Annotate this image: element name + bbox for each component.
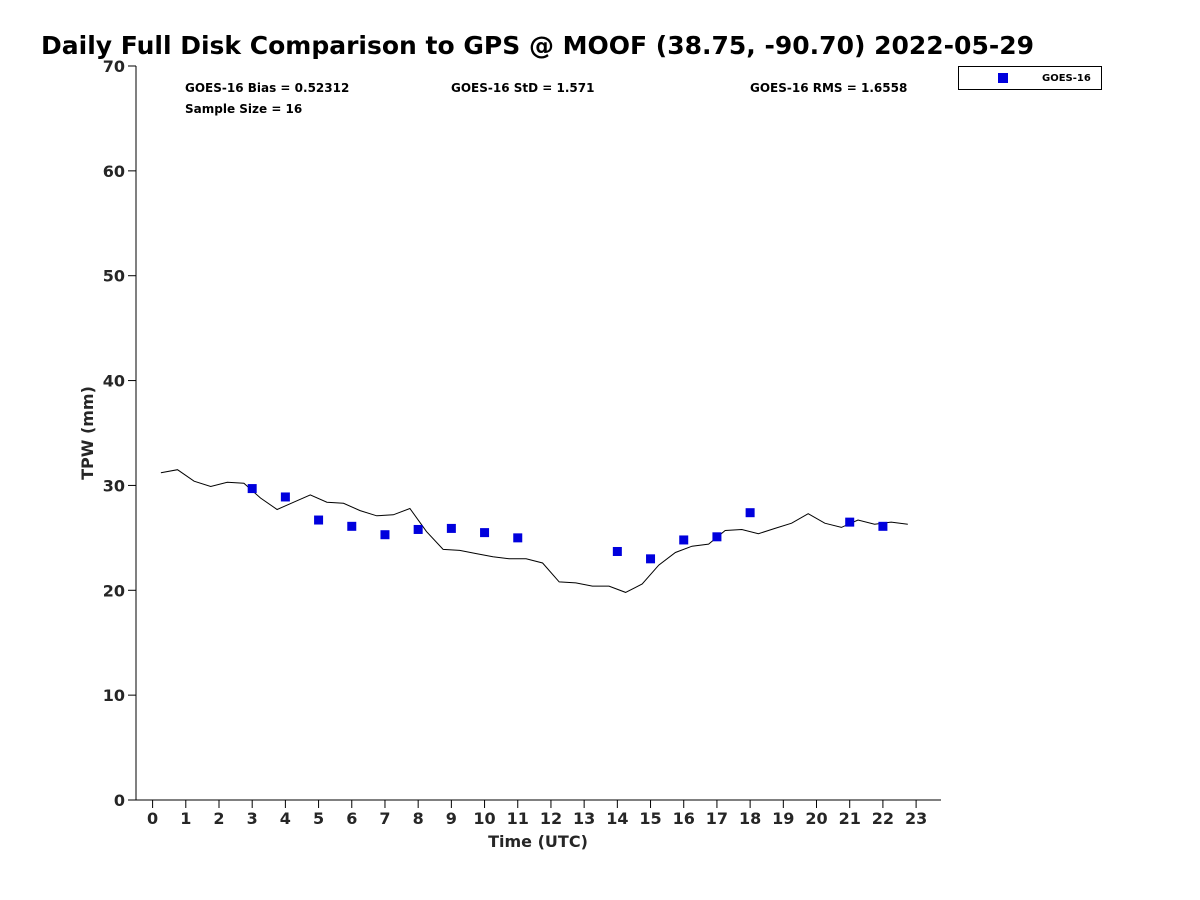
x-tick-label: 23 <box>905 809 927 828</box>
goes16-point <box>513 533 523 543</box>
y-tick-label: 10 <box>103 686 125 705</box>
legend: GOES-16 <box>958 66 1102 90</box>
goes16-point <box>314 515 324 525</box>
y-tick-label: 70 <box>103 57 125 76</box>
x-tick-label: 22 <box>872 809 894 828</box>
chart-title: Daily Full Disk Comparison to GPS @ MOOF… <box>41 31 1035 60</box>
plot-lines <box>135 66 941 801</box>
goes16-point <box>679 535 689 545</box>
goes16-point <box>745 508 755 518</box>
x-tick-label: 17 <box>706 809 728 828</box>
goes16-point <box>646 554 656 564</box>
goes16-point <box>446 523 456 533</box>
x-tick-label: 4 <box>280 809 291 828</box>
y-tick-label: 0 <box>114 791 125 810</box>
goes16-point <box>380 530 390 540</box>
y-tick-label: 40 <box>103 372 125 391</box>
x-tick-label: 14 <box>606 809 628 828</box>
legend-box <box>958 66 1102 90</box>
x-tick-label: 1 <box>180 809 191 828</box>
goes16-point <box>247 484 257 494</box>
goes16-point <box>845 517 855 527</box>
goes16-series <box>247 484 888 564</box>
x-tick-label: 2 <box>213 809 224 828</box>
x-axis-label: Time (UTC) <box>488 832 588 851</box>
x-tick-label: 6 <box>346 809 357 828</box>
legend-marker-goes16 <box>998 73 1008 83</box>
y-tick-label: 30 <box>103 476 125 495</box>
std-stat: GOES-16 StD = 1.571 <box>451 81 594 95</box>
x-tick-label: 8 <box>413 809 424 828</box>
x-axis-ticks: 0 1 2 3 4 5 6 7 8 9 10 11 12 13 14 15 16 17 18 19 20 21 22 23 <box>147 800 927 828</box>
goes16-point <box>480 528 490 538</box>
x-tick-label: 11 <box>507 809 529 828</box>
x-tick-label: 21 <box>839 809 861 828</box>
goes16-point <box>280 492 290 502</box>
y-axis-ticks: 0 10 20 30 40 50 60 70 <box>103 57 136 810</box>
x-tick-label: 10 <box>473 809 495 828</box>
goes16-point <box>878 521 888 531</box>
x-tick-label: 7 <box>379 809 390 828</box>
x-tick-label: 3 <box>247 809 258 828</box>
x-tick-label: 5 <box>313 809 324 828</box>
legend-label-goes16: GOES-16 <box>1042 73 1091 84</box>
goes16-point <box>347 521 357 531</box>
x-tick-label: 16 <box>673 809 695 828</box>
x-tick-label: 15 <box>639 809 661 828</box>
x-tick-label: 19 <box>772 809 794 828</box>
bias-stat: GOES-16 Bias = 0.52312 <box>185 81 349 95</box>
y-tick-label: 20 <box>103 581 125 600</box>
x-tick-label: 0 <box>147 809 158 828</box>
sample-size-stat: Sample Size = 16 <box>185 102 302 116</box>
gps-line <box>160 469 908 593</box>
y-tick-label: 60 <box>103 162 125 181</box>
y-tick-label: 50 <box>103 267 125 286</box>
x-tick-label: 13 <box>573 809 595 828</box>
gps-series <box>160 469 908 593</box>
y-axis-label: TPW (mm) <box>78 386 97 480</box>
x-tick-label: 12 <box>540 809 562 828</box>
x-tick-label: 18 <box>739 809 761 828</box>
goes16-point <box>413 524 423 534</box>
rms-stat: GOES-16 RMS = 1.6558 <box>750 81 907 95</box>
x-tick-label: 20 <box>805 809 827 828</box>
x-tick-label: 9 <box>446 809 457 828</box>
goes16-point <box>612 546 622 556</box>
goes16-point <box>712 532 722 542</box>
